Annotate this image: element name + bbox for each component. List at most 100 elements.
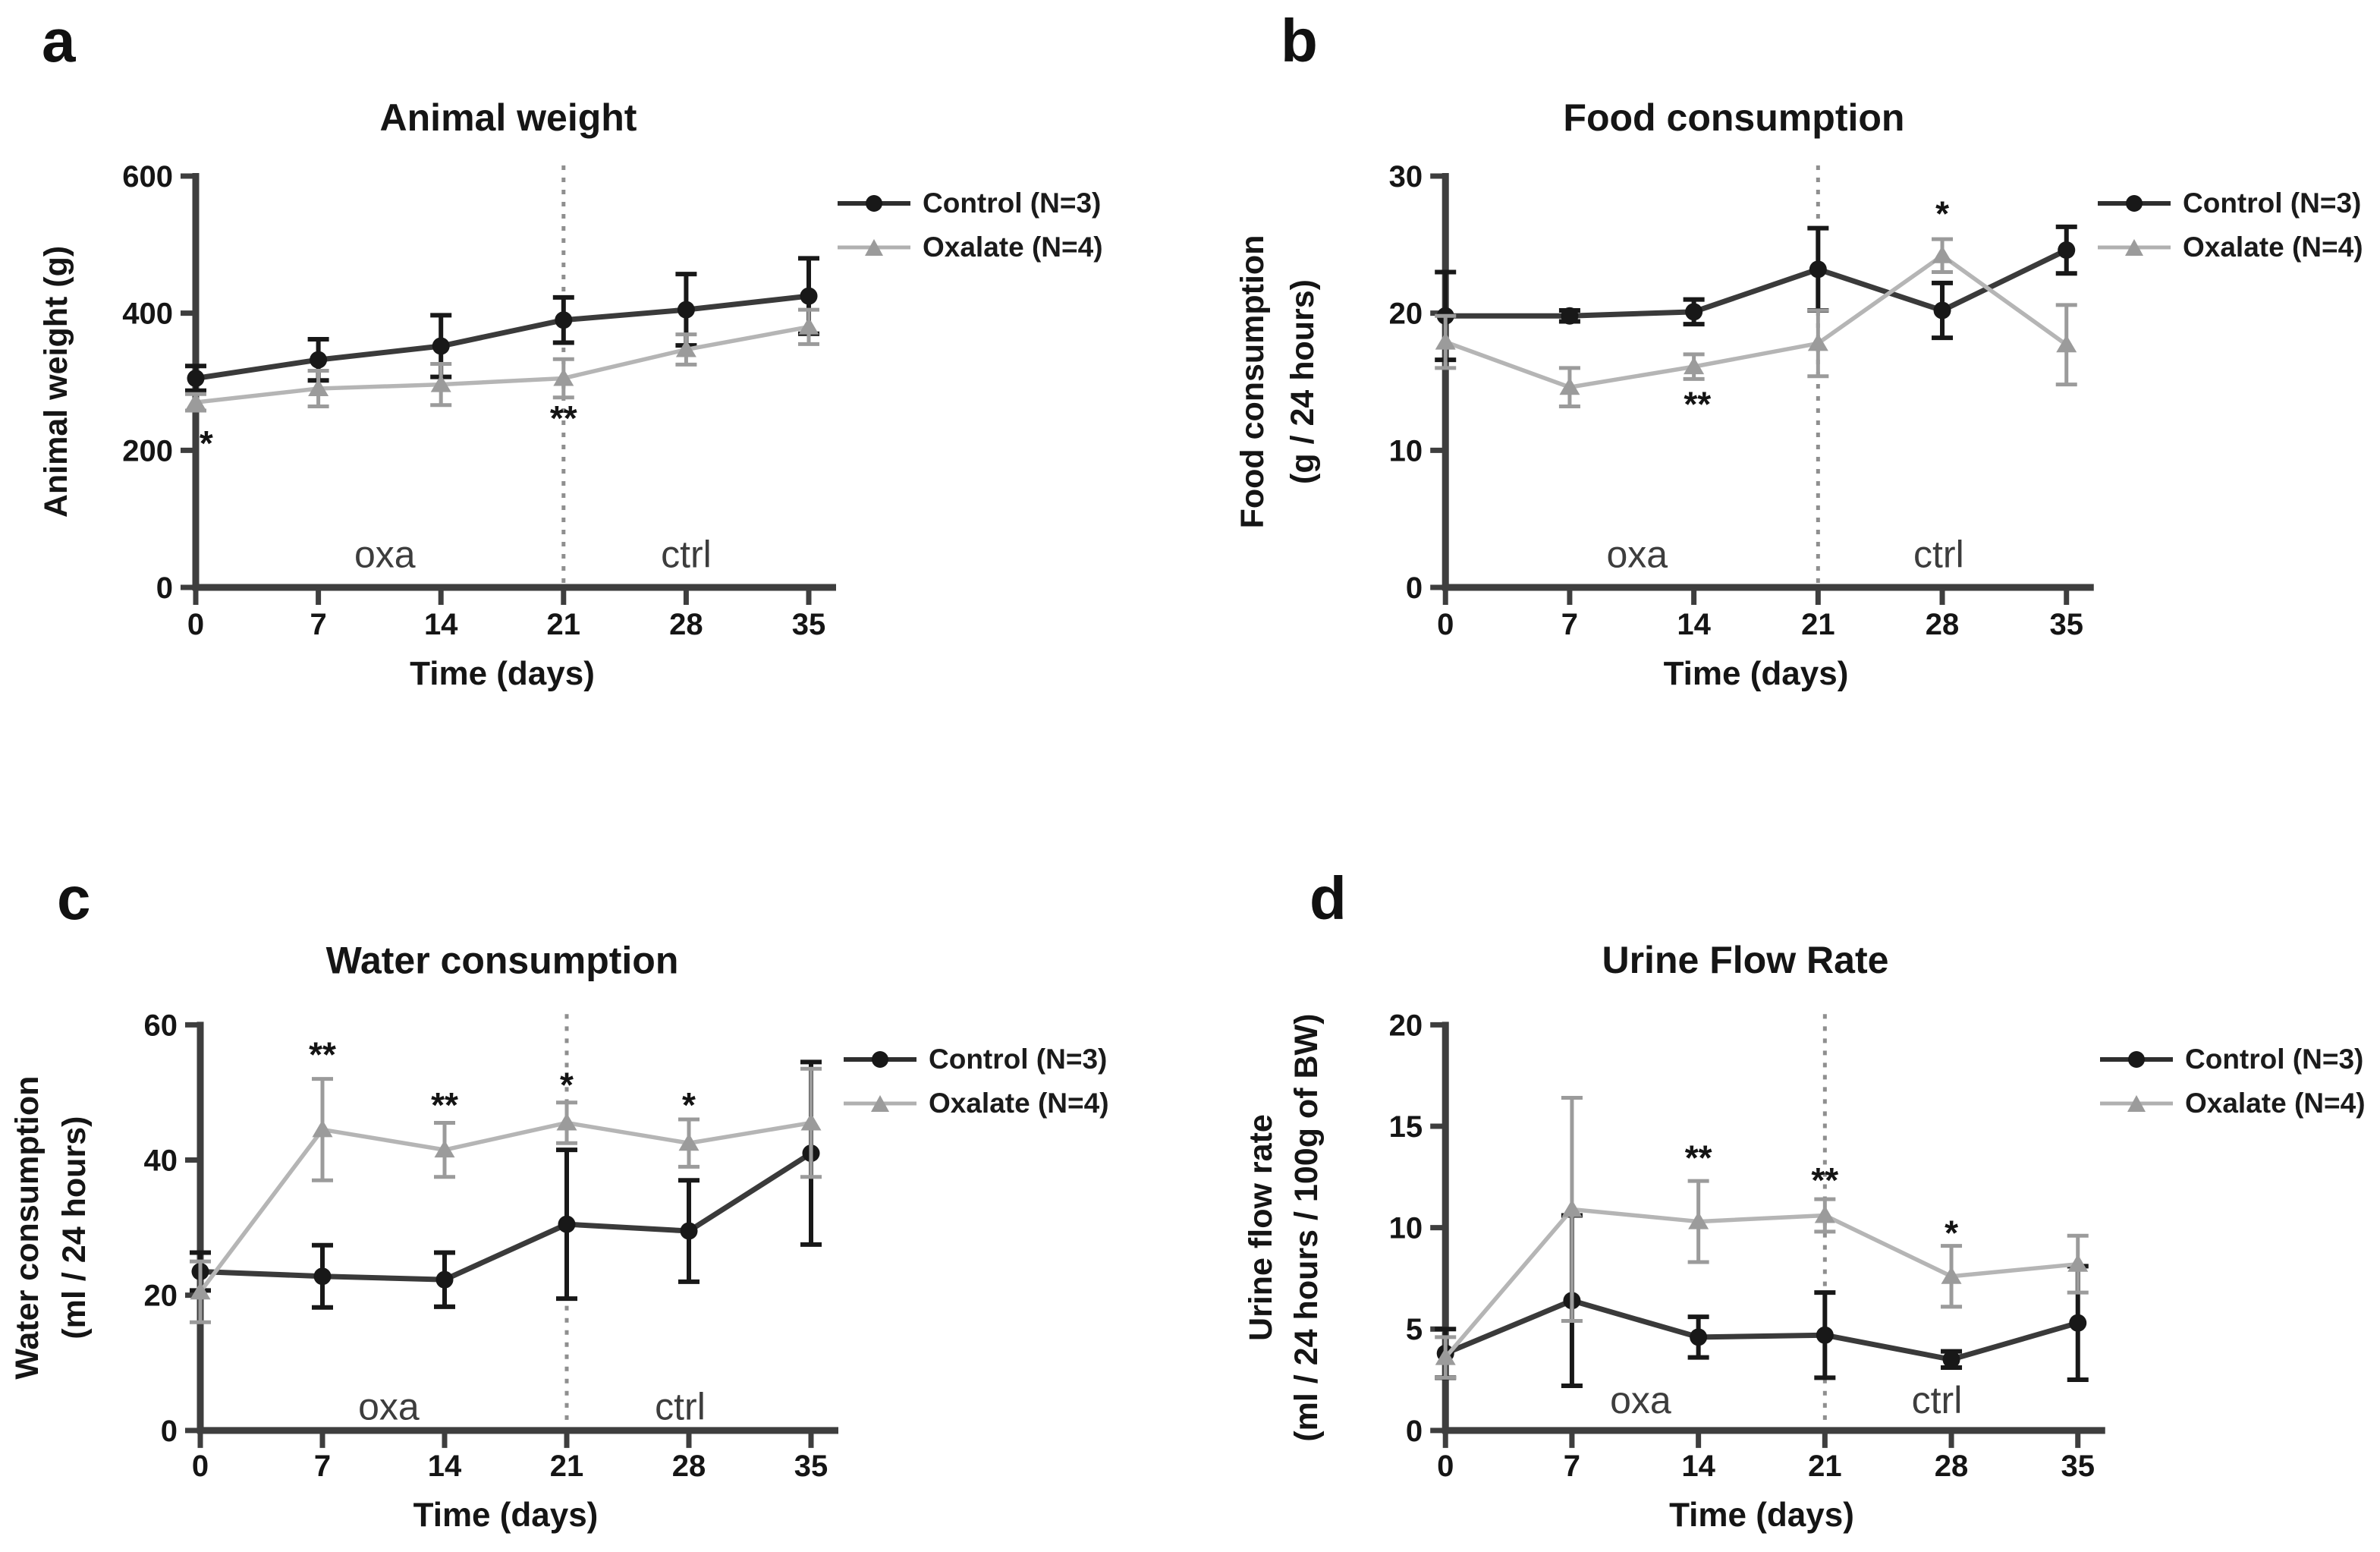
control-line-circle-icon [2100,1051,2173,1068]
data-point-triangle [1688,1211,1709,1229]
x-axis-title: Time (days) [1669,1497,1854,1534]
urine-flow-rate-chart: Urine Flow Rate 0 5 10 15 20 0 7 14 21 28 35 Time (d… [1243,939,2105,1534]
chart-title: Animal weight [380,96,637,139]
legend-label-oxalate: Oxalate (N=4) [2183,231,2363,263]
x-tick-label: 14 [1677,608,1711,641]
legend-label-oxalate: Oxalate (N=4) [923,231,1103,263]
x-tick-label: 21 [1801,608,1835,641]
oxalate-line-triangle-icon [2100,1095,2173,1112]
control-line-circle-icon [2098,195,2171,212]
data-point-triangle [800,1113,822,1131]
data-point-triangle [678,1133,700,1151]
x-tick-label: 28 [1926,608,1960,641]
series-line-1 [1445,253,2068,389]
legend-label-control: Control (N=3) [2185,1044,2364,1075]
legend-animal-weight: Control (N=3) Oxalate (N=4) [836,187,1103,264]
x-tick-label: 21 [547,608,581,641]
x-tick-label: 7 [314,1450,331,1483]
food-consumption-chart: Food consumption 0 10 20 30 0 7 14 21 28 35 Time (d… [1234,96,2094,692]
data-point-circle [187,369,205,387]
data-point-circle [432,337,450,355]
y-axis-title-line: (ml / 24 hours) [56,1116,93,1340]
legend-urine-flow-rate: Control (N=3) Oxalate (N=4) [2099,1043,2366,1120]
x-tick-label: 21 [550,1450,583,1483]
legend-row-control: Control (N=3) [2096,187,2363,220]
data-point-circle [800,287,818,305]
x-axis-title: Time (days) [413,1497,599,1534]
data-point-circle [677,301,695,319]
series-line-0 [195,293,810,381]
data-point-triangle [430,374,451,392]
error-bars-1 [190,1066,822,1324]
y-axis-title-line: (ml / 24 hours / 100g of BW) [1288,1014,1325,1442]
y-tick-label: 10 [1389,1212,1423,1245]
panel-c-water-consumption: c Water consumption 0 20 40 60 0 7 14 21 28 35 Time… [0,776,1190,1552]
data-point-triangle [1559,377,1580,395]
error-bars-1 [1435,237,2077,409]
phase-label-ctrl: ctrl [655,1386,706,1428]
data-point-triangle [1932,245,1953,263]
x-axis-title: Time (days) [410,655,595,692]
data-point-triangle [312,1119,333,1138]
animal-weight-chart: Animal weight 0 200 400 600 0 7 14 21 28 35 Time (d… [38,96,836,692]
y-tick-label: 400 [122,297,173,331]
significance-mark: * [682,1085,696,1125]
legend-row-control: Control (N=3) [836,187,1103,220]
series-line-1 [1444,1207,2079,1359]
y-axis-title-line: (g / 24 hours) [1284,279,1321,484]
legend-label-control: Control (N=3) [923,187,1102,219]
data-point-triangle [1435,1347,1456,1365]
data-point-triangle [2056,335,2077,353]
series-line-0 [1445,247,2068,319]
significance-mark: * [1945,1214,1958,1253]
panel-letter-a: a [42,7,76,74]
x-tick-label: 35 [794,1450,828,1483]
y-axis-title-line: Animal weight (g) [38,246,74,518]
x-tick-label: 0 [192,1450,209,1483]
y-tick-label: 600 [122,160,173,194]
y-tick-label: 10 [1389,434,1423,467]
x-tick-label: 7 [1564,1450,1580,1483]
legend-label-control: Control (N=3) [929,1044,1108,1075]
data-point-circle [435,1270,454,1289]
data-point-circle [1561,307,1579,325]
significance-mark: * [1935,194,1949,234]
phase-label-oxa: oxa [1610,1379,1671,1421]
data-point-circle [680,1222,698,1240]
error-bars-1 [185,307,819,413]
x-tick-label: 14 [428,1450,462,1483]
x-tick-label: 14 [424,608,458,641]
y-axis-title-line: Water consumption [9,1076,46,1380]
y-tick-label: 40 [144,1144,178,1177]
significance-mark: * [560,1065,574,1104]
series-line-1 [198,1120,812,1293]
legend-row-oxalate: Oxalate (N=4) [2096,231,2363,264]
error-bars-0 [190,1059,822,1310]
data-point-triangle [1814,1205,1835,1223]
data-point-triangle [675,339,696,357]
data-point-triangle [308,379,329,397]
y-tick-label: 20 [1389,297,1423,331]
y-tick-label: 60 [144,1009,178,1042]
data-point-triangle [556,1113,577,1131]
data-point-triangle [798,316,819,335]
y-tick-label: 5 [1406,1313,1423,1346]
y-tick-label: 0 [1406,571,1423,605]
legend-water-consumption: Control (N=3) Oxalate (N=4) [842,1043,1109,1120]
oxalate-line-triangle-icon [844,1095,916,1112]
y-tick-label: 20 [1389,1009,1423,1042]
x-tick-label: 28 [669,608,703,641]
data-point-circle [558,1215,576,1233]
chart-title: Water consumption [326,939,679,981]
y-tick-label: 30 [1389,160,1423,194]
legend-row-control: Control (N=3) [842,1043,1109,1076]
error-bars-0 [1435,1213,2089,1389]
data-point-circle [2069,1314,2087,1332]
panel-a-animal-weight: a Animal weight 0 200 400 600 0 7 14 21 28 35 Time … [0,0,1190,776]
significance-mark: ** [309,1034,336,1074]
legend-label-control: Control (N=3) [2183,187,2362,219]
data-point-triangle [1435,332,1456,350]
panel-letter-c: c [57,864,91,932]
series-line-0 [1444,1298,2079,1362]
y-tick-label: 20 [144,1280,178,1313]
